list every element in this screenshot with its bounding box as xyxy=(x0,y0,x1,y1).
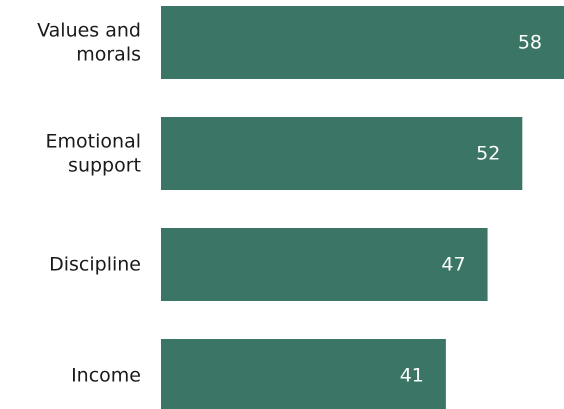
category-label-2-line-0: Discipline xyxy=(49,254,141,276)
bars-group xyxy=(161,6,564,409)
category-label-0-line-1: morals xyxy=(76,44,141,66)
value-labels-group: 58 52 47 41 xyxy=(400,32,542,387)
bar-3 xyxy=(161,339,446,409)
value-label-1: 52 xyxy=(476,143,500,165)
bar-0 xyxy=(161,6,564,79)
bar-2 xyxy=(161,228,488,301)
value-label-0: 58 xyxy=(518,32,542,54)
category-label-1-line-0: Emotional xyxy=(46,131,141,153)
value-label-3: 41 xyxy=(400,365,424,387)
category-label-0-line-0: Values and xyxy=(37,20,141,42)
bar-1 xyxy=(161,117,523,190)
category-labels-group: Values and morals Emotional support Discipli… xyxy=(37,20,141,387)
category-label-2: Discipline xyxy=(49,254,141,276)
category-label-1-line-1: support xyxy=(68,155,141,177)
category-label-3-line-0: Income xyxy=(71,365,141,387)
category-label-0: Values and morals xyxy=(37,20,141,66)
category-label-3: Income xyxy=(71,365,141,387)
category-label-1: Emotional support xyxy=(46,131,141,177)
value-label-2: 47 xyxy=(441,254,465,276)
